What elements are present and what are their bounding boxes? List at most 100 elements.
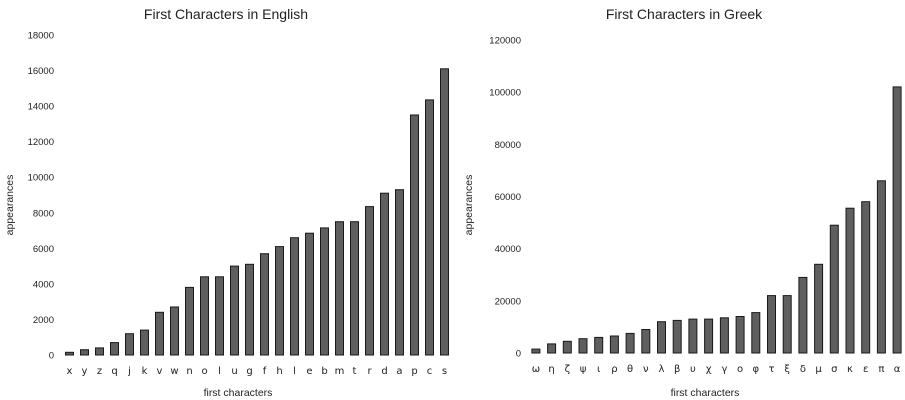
bar-13 bbox=[245, 263, 254, 356]
bar-24 bbox=[892, 86, 902, 354]
bar-17 bbox=[782, 295, 792, 354]
x-tick-label: u bbox=[231, 366, 237, 377]
bar-7 bbox=[155, 311, 164, 356]
x-tick-label: q bbox=[111, 366, 117, 377]
bar-18 bbox=[320, 227, 329, 356]
bar-19 bbox=[814, 263, 824, 354]
y-tick-label: 12000 bbox=[28, 137, 54, 148]
bar-26 bbox=[440, 68, 449, 356]
x-tick-label: r bbox=[367, 366, 372, 377]
bar-18 bbox=[798, 276, 808, 354]
bar-17 bbox=[305, 232, 314, 356]
x-tick-label: ω bbox=[532, 364, 540, 375]
y-tick-label: 8000 bbox=[33, 208, 54, 219]
x-tick-label: c bbox=[427, 366, 433, 377]
x-tick-label: θ bbox=[627, 364, 633, 375]
x-tick-label: p bbox=[411, 366, 417, 377]
bar-6 bbox=[609, 335, 619, 354]
y-tick-label: 14000 bbox=[28, 102, 54, 113]
bar-4 bbox=[578, 338, 588, 354]
x-tick-label: π bbox=[878, 364, 884, 375]
x-tick-label: x bbox=[67, 366, 73, 377]
x-tick-label: m bbox=[335, 366, 345, 377]
bar-8 bbox=[170, 306, 179, 356]
bar-11 bbox=[215, 276, 224, 356]
x-tick-label: t bbox=[353, 366, 357, 377]
bar-22 bbox=[861, 201, 871, 354]
chart-title: First Characters in English bbox=[144, 6, 308, 22]
y-tick-label: 0 bbox=[49, 351, 54, 362]
x-tick-label: l bbox=[293, 366, 296, 377]
x-tick-label: l bbox=[218, 366, 221, 377]
y-tick-label: 100000 bbox=[489, 88, 521, 99]
y-tick-label: 16000 bbox=[28, 66, 54, 77]
bar-15 bbox=[275, 246, 284, 356]
x-tick-label: λ bbox=[659, 364, 665, 375]
x-tick-label: v bbox=[157, 366, 163, 377]
x-tick-label: d bbox=[381, 366, 387, 377]
bar-21 bbox=[845, 207, 855, 354]
x-tick-label: α bbox=[894, 364, 901, 375]
x-axis-label: first characters bbox=[204, 387, 273, 399]
bar-16 bbox=[767, 295, 776, 354]
x-tick-label: υ bbox=[690, 364, 696, 375]
x-tick-label: κ bbox=[847, 364, 853, 375]
bar-14 bbox=[735, 316, 745, 354]
bar-13 bbox=[719, 317, 729, 354]
x-tick-label: z bbox=[97, 366, 102, 377]
bar-2 bbox=[547, 343, 557, 354]
x-tick-label: γ bbox=[721, 364, 727, 375]
bar-12 bbox=[230, 265, 239, 356]
bar-8 bbox=[641, 329, 651, 354]
bar-25 bbox=[425, 99, 434, 356]
bar-22 bbox=[380, 192, 389, 356]
bar-20 bbox=[350, 221, 359, 356]
bar-3 bbox=[95, 347, 104, 356]
bar-15 bbox=[751, 312, 761, 354]
x-tick-label: φ bbox=[752, 364, 759, 375]
x-tick-label: ε bbox=[863, 364, 868, 375]
y-tick-label: 0 bbox=[516, 349, 521, 360]
x-tick-label: h bbox=[276, 366, 282, 377]
bar-1 bbox=[65, 351, 74, 356]
bar-6 bbox=[140, 329, 149, 356]
x-tick-label: e bbox=[306, 366, 312, 377]
y-tick-label: 80000 bbox=[495, 140, 521, 151]
y-tick-label: 40000 bbox=[495, 244, 521, 255]
bar-24 bbox=[410, 114, 419, 356]
x-tick-label: o bbox=[201, 366, 207, 377]
y-tick-label: 60000 bbox=[495, 192, 521, 203]
x-tick-label: χ bbox=[706, 364, 712, 375]
bar-5 bbox=[125, 333, 134, 356]
x-tick-label: f bbox=[263, 366, 267, 377]
x-tick-label: y bbox=[82, 366, 88, 377]
x-tick-label: ο bbox=[737, 364, 743, 375]
x-tick-label: s bbox=[442, 366, 447, 377]
bar-1 bbox=[531, 348, 541, 354]
x-tick-label: ν bbox=[643, 364, 649, 375]
x-axis-label: first characters bbox=[671, 387, 740, 399]
x-tick-label: j bbox=[127, 366, 131, 377]
x-tick-label: a bbox=[396, 366, 402, 377]
y-tick-label: 20000 bbox=[495, 296, 521, 307]
x-tick-label: ρ bbox=[611, 364, 617, 375]
y-axis-label: appearances bbox=[463, 175, 475, 236]
bar-7 bbox=[625, 332, 635, 354]
bar-12 bbox=[704, 318, 714, 354]
x-tick-label: μ bbox=[815, 364, 822, 375]
x-tick-label: ξ bbox=[784, 364, 790, 375]
bar-9 bbox=[657, 321, 666, 354]
bar-23 bbox=[876, 180, 886, 354]
y-tick-label: 18000 bbox=[28, 31, 54, 42]
y-tick-label: 4000 bbox=[33, 279, 54, 290]
x-tick-label: ι bbox=[597, 364, 601, 375]
bar-16 bbox=[290, 237, 299, 356]
x-tick-label: β bbox=[674, 364, 680, 375]
bar-4 bbox=[110, 342, 119, 356]
x-tick-label: k bbox=[142, 366, 148, 377]
bar-9 bbox=[185, 286, 194, 356]
bar-23 bbox=[395, 189, 404, 356]
bar-19 bbox=[335, 221, 344, 356]
y-axis-label: appearances bbox=[4, 175, 16, 236]
